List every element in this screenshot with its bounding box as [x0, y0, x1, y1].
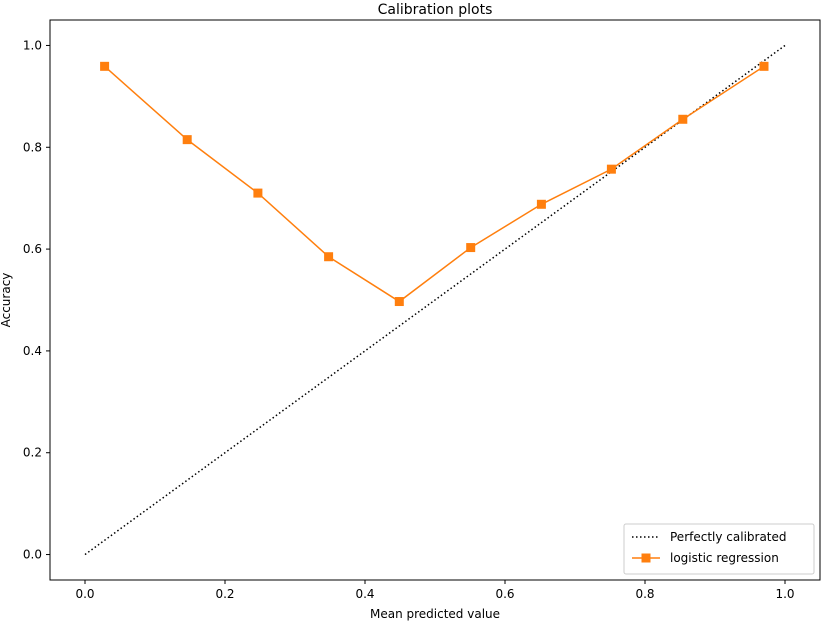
x-tick-label: 0.8 [635, 587, 654, 601]
legend-label-perfectly-calibrated: Perfectly calibrated [670, 530, 787, 544]
data-point-logistic-regression [100, 62, 109, 71]
data-point-logistic-regression [324, 252, 333, 261]
y-tick-label: 0.0 [23, 548, 42, 562]
x-axis: 0.0 0.2 0.4 0.6 0.8 1.0 [75, 580, 794, 601]
data-point-logistic-regression [760, 62, 769, 71]
legend-label-logistic-regression: logistic regression [670, 551, 779, 565]
x-tick-label: 0.6 [495, 587, 514, 601]
x-axis-title: Mean predicted value [370, 607, 500, 621]
data-point-logistic-regression [395, 297, 404, 306]
y-tick-label: 0.2 [23, 446, 42, 460]
y-tick-label: 0.6 [23, 242, 42, 256]
chart-title: Calibration plots [378, 2, 493, 18]
data-point-logistic-regression [253, 189, 262, 198]
y-axis: 0.0 0.2 0.4 0.6 0.8 1.0 [23, 38, 50, 561]
legend: Perfectly calibrated logistic regression [624, 524, 814, 574]
data-point-logistic-regression [607, 165, 616, 174]
data-point-logistic-regression [466, 243, 475, 252]
y-tick-label: 1.0 [23, 38, 42, 52]
data-point-logistic-regression [678, 115, 687, 124]
data-point-logistic-regression [183, 135, 192, 144]
x-tick-label: 1.0 [775, 587, 794, 601]
y-tick-label: 0.8 [23, 140, 42, 154]
x-tick-label: 0.2 [215, 587, 234, 601]
y-tick-label: 0.4 [23, 344, 42, 358]
y-axis-title: Accuracy [0, 273, 13, 328]
x-tick-label: 0.4 [355, 587, 374, 601]
x-tick-label: 0.0 [75, 587, 94, 601]
data-point-logistic-regression [537, 200, 546, 209]
legend-marker-logistic-regression [642, 554, 651, 563]
